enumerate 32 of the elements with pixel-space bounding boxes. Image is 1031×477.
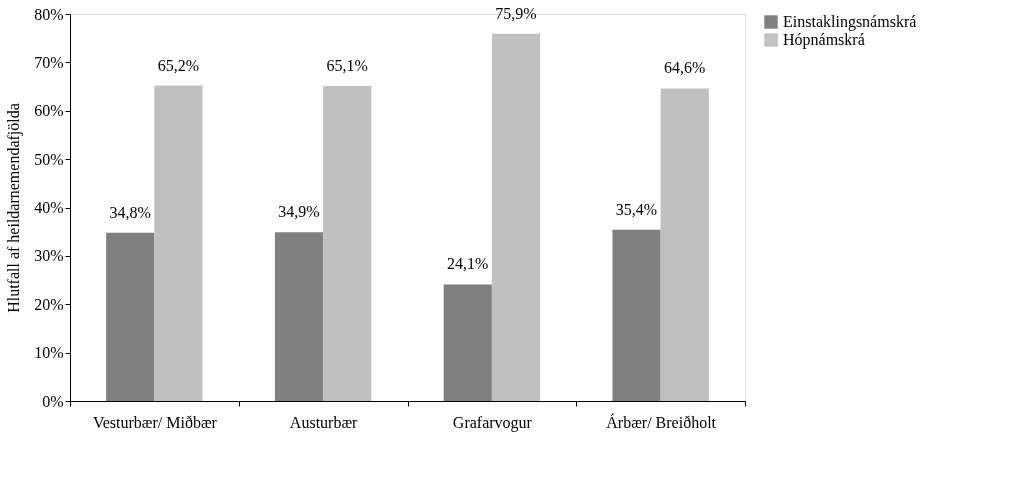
legend-label: Einstaklingsnámskrá bbox=[783, 13, 917, 31]
bar bbox=[443, 284, 492, 401]
y-tick-label: 40% bbox=[34, 199, 64, 216]
bar bbox=[660, 88, 709, 401]
x-tick-label: Austurbær bbox=[289, 413, 359, 431]
data-label: 64,6% bbox=[664, 59, 706, 77]
y-tick-label: 50% bbox=[34, 150, 64, 168]
data-label: 65,1% bbox=[326, 57, 368, 75]
data-label: 34,9% bbox=[278, 203, 320, 221]
data-label: 65,2% bbox=[157, 56, 200, 74]
legend-label: Hópnámskrá bbox=[783, 31, 865, 49]
bar bbox=[491, 33, 541, 401]
data-label: 75,9% bbox=[495, 4, 537, 22]
bar bbox=[612, 229, 661, 401]
y-axis-title: Hlutfall af heildarnemendafjölda bbox=[5, 103, 24, 313]
x-tick-label: Grafarvogur bbox=[452, 413, 533, 432]
data-label: 35,4% bbox=[615, 200, 658, 218]
y-tick-label: 30% bbox=[34, 247, 64, 265]
bar bbox=[154, 85, 203, 401]
y-tick-label: 70% bbox=[34, 53, 64, 71]
y-tick-label: 0% bbox=[42, 392, 64, 410]
x-tick-label: Árbær/ Breiðholt bbox=[606, 412, 717, 431]
data-label: 24,1% bbox=[447, 255, 489, 273]
data-label: 34,8% bbox=[109, 203, 151, 221]
bar bbox=[323, 86, 372, 401]
x-tick-label: Vesturbær/ Miðbær bbox=[92, 413, 218, 431]
y-tick-label: 10% bbox=[34, 344, 64, 362]
y-tick-label: 20% bbox=[34, 295, 64, 313]
y-tick-label: 80% bbox=[34, 5, 64, 23]
y-tick-label: 60% bbox=[34, 102, 64, 120]
bar bbox=[106, 232, 155, 401]
bar bbox=[274, 232, 324, 401]
